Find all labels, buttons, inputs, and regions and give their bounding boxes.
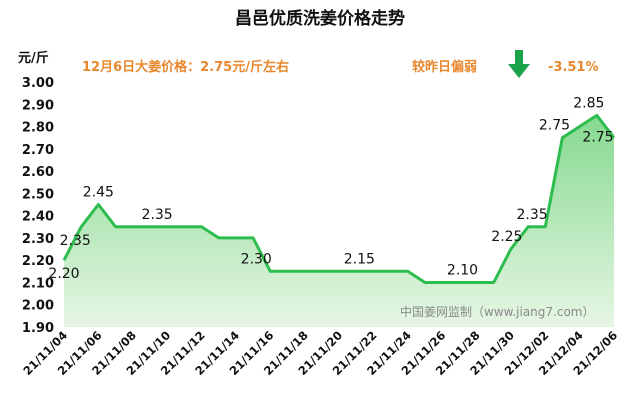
y-tick-label: 2.60 xyxy=(22,165,54,180)
data-labels: 2.20 2.35 2.45 2.35 2.30 2.15 2.10 2.25 2.35 2.75… xyxy=(48,95,613,282)
y-tick-label: 2.20 xyxy=(22,254,54,269)
data-label: 2.35 xyxy=(142,207,173,223)
data-label: 2.75 xyxy=(539,118,570,134)
x-axis: 21/11/0421/11/0621/11/0821/11/1021/11/12… xyxy=(20,328,620,378)
y-axis: 3.00 2.90 2.80 2.70 2.60 2.50 2.40 2.30 2.20 2.10… xyxy=(22,76,54,336)
chart-title: 昌邑优质洗姜价格走势 xyxy=(235,8,405,29)
price-area xyxy=(64,115,614,328)
y-tick-label: 2.70 xyxy=(22,143,54,158)
data-label: 2.10 xyxy=(447,262,478,278)
change-percent: -3.51% xyxy=(548,60,599,75)
y-tick-label: 2.30 xyxy=(22,232,54,247)
watermark: 中国姜网监制（www.jiang7.com） xyxy=(400,304,594,319)
y-tick-label: 2.80 xyxy=(22,121,54,136)
y-tick-label: 2.10 xyxy=(22,276,54,291)
y-tick-label: 2.90 xyxy=(22,98,54,113)
data-label: 2.85 xyxy=(573,95,604,111)
y-tick-label: 2.50 xyxy=(22,187,54,202)
data-label: 2.15 xyxy=(344,251,375,267)
compare-note: 较昨日偏弱 xyxy=(412,59,477,75)
data-label: 2.75 xyxy=(582,130,613,146)
data-label: 2.35 xyxy=(60,233,91,249)
y-tick-label: 1.90 xyxy=(22,321,54,336)
y-axis-unit: 元/斤 xyxy=(18,50,49,66)
price-note: 12月6日大姜价格：2.75元/斤左右 xyxy=(82,59,289,75)
data-label: 2.25 xyxy=(491,229,522,245)
down-arrow-icon xyxy=(508,50,530,78)
data-label: 2.30 xyxy=(241,251,272,267)
y-tick-label: 3.00 xyxy=(22,76,54,91)
data-label: 2.35 xyxy=(516,207,547,223)
data-label: 2.45 xyxy=(83,185,114,201)
y-tick-label: 2.40 xyxy=(22,210,54,225)
price-line xyxy=(62,113,616,284)
y-tick-label: 2.00 xyxy=(22,299,54,314)
data-label: 2.20 xyxy=(48,266,79,282)
